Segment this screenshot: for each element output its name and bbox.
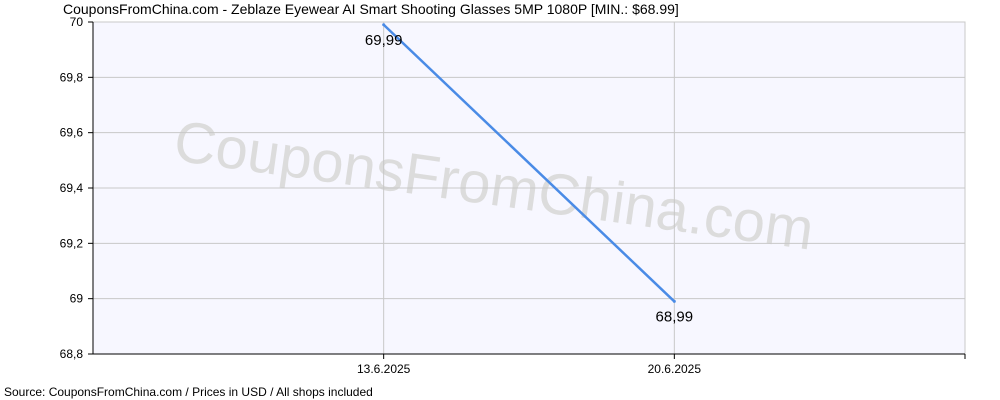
- y-tick-label: 69,4: [60, 181, 84, 195]
- y-tick-label: 69,8: [60, 70, 84, 84]
- y-tick-label: 69,6: [60, 126, 84, 140]
- y-tick-label: 69: [70, 292, 84, 306]
- chart-title: CouponsFromChina.com - Zeblaze Eyewear A…: [63, 1, 679, 17]
- data-labels: 69,99 68,99: [365, 32, 693, 326]
- y-tick-label: 69,2: [60, 236, 84, 250]
- data-point: [672, 299, 676, 303]
- data-value-label: 69,99: [365, 32, 403, 49]
- data-value-label: 68,99: [656, 308, 694, 325]
- x-tick-label: 20.6.2025: [648, 362, 702, 376]
- series-line: [382, 23, 676, 303]
- chart-source-footer: Source: CouponsFromChina.com / Prices in…: [4, 385, 373, 399]
- y-tick-label: 68,8: [60, 347, 84, 361]
- y-tick-label: 70: [70, 15, 84, 29]
- data-point: [382, 23, 386, 27]
- x-tick-label: 13.6.2025: [357, 362, 411, 376]
- axes: 68,8 69 69,2 69,4 69,6 69,8 70 13.6.2025 20.6.20…: [60, 15, 966, 376]
- series-layer: [382, 23, 676, 303]
